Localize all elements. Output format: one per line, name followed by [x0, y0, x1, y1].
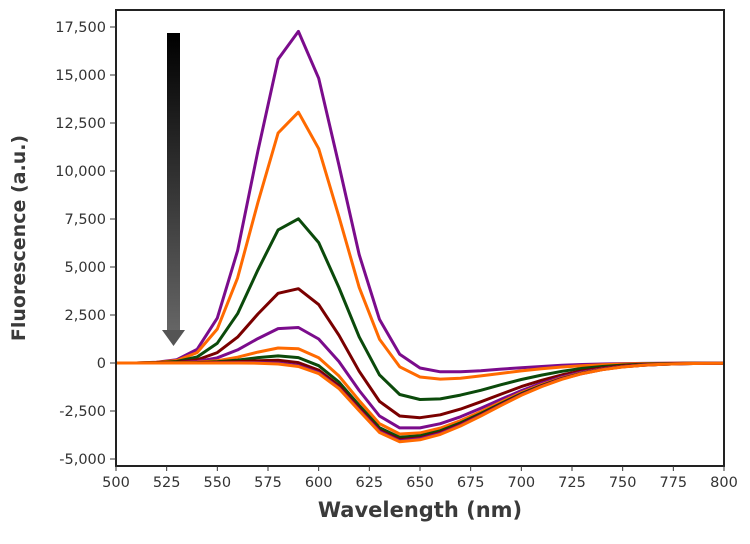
series-line-10	[116, 361, 725, 444]
y-tick-label: 10,000	[55, 164, 106, 180]
x-tick-label: 725	[558, 475, 586, 491]
y-tick-label: 5,000	[64, 260, 106, 276]
series-line-3	[116, 217, 725, 401]
x-tick-label: 500	[102, 475, 130, 491]
series-line-2	[116, 110, 724, 381]
x-axis-label: Wavelength (nm)	[318, 498, 522, 522]
y-tick-label: -5,000	[59, 452, 106, 468]
plot-frame	[115, 9, 725, 467]
x-tick-label: 750	[609, 475, 637, 491]
x-tick-label: 675	[457, 475, 485, 491]
down-arrow-annotation	[162, 33, 185, 346]
y-tick-label: 12,500	[55, 116, 106, 132]
y-tick-label: 7,500	[64, 212, 106, 228]
y-tick-label: -2,500	[59, 404, 106, 420]
x-tick-label: 525	[153, 475, 181, 491]
x-tick-label: 700	[507, 475, 535, 491]
x-tick-label: 650	[406, 475, 434, 491]
x-tick-label: 800	[710, 475, 738, 491]
y-tick-label: 15,000	[55, 68, 106, 84]
x-tick-label: 775	[659, 475, 687, 491]
x-tick-label: 575	[254, 475, 282, 491]
y-tick-label: 2,500	[64, 308, 106, 324]
series-line-1	[116, 29, 724, 374]
x-tick-label: 625	[355, 475, 383, 491]
y-tick-label: 0	[97, 356, 106, 372]
y-tick-label: 17,500	[55, 20, 106, 36]
y-axis-label: Fluorescence (a.u.)	[8, 135, 30, 341]
x-tick-label: 550	[203, 475, 231, 491]
x-tick-label: 600	[305, 475, 333, 491]
